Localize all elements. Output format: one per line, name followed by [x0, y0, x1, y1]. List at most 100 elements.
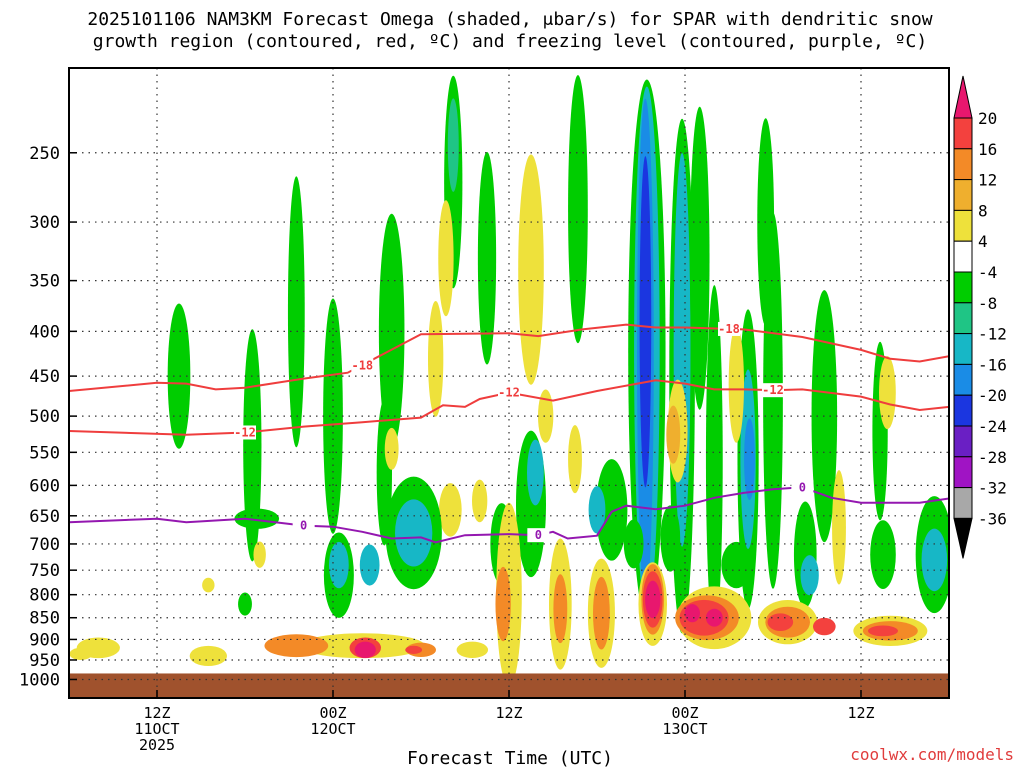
- x-tick-label: 2025: [139, 736, 175, 754]
- contour-line: [69, 323, 949, 392]
- omega-cell: [234, 508, 280, 529]
- omega-cell: [689, 106, 710, 410]
- contour-label-bg: [234, 425, 256, 440]
- omega-cell: [673, 153, 691, 547]
- contour-label-bg: [498, 385, 520, 400]
- colorbar-swatch: [953, 209, 973, 242]
- contour-label-bg: [351, 358, 374, 373]
- omega-cell: [538, 389, 554, 443]
- colorbar-label: -4: [978, 263, 997, 282]
- contour-label-bg: [527, 528, 550, 543]
- contour-line: [69, 379, 949, 436]
- contour-label: -18: [718, 322, 740, 336]
- y-tick-label: 1000: [19, 670, 60, 690]
- omega-cell: [639, 156, 652, 488]
- omega-cell: [69, 647, 93, 661]
- y-tick-label: 450: [29, 367, 60, 387]
- x-axis-label: Forecast Time (UTC): [407, 748, 613, 768]
- omega-cell: [645, 580, 661, 619]
- contour-label: -12: [498, 386, 520, 400]
- colorbar-label: -32: [978, 479, 1007, 498]
- omega-cell: [405, 645, 423, 654]
- contour-label: -18: [351, 358, 373, 372]
- y-tick-label: 700: [29, 535, 60, 555]
- x-tick-label: 00Z: [319, 704, 346, 722]
- y-tick-label: 900: [29, 630, 60, 650]
- x-tick-label: 11OCT: [134, 720, 179, 738]
- colorbar-label: 16: [978, 140, 997, 159]
- contour-label-bg: [292, 518, 315, 533]
- colorbar-label: 12: [978, 171, 997, 190]
- omega-cell: [354, 641, 376, 659]
- credit-link[interactable]: coolwx.com/models: [850, 745, 1014, 764]
- omega-cell: [329, 541, 349, 589]
- omega-cell: [767, 613, 794, 631]
- colorbar-swatch: [953, 487, 973, 519]
- omega-cell: [395, 499, 433, 567]
- omega-cell: [728, 326, 744, 443]
- y-tick-label: 950: [29, 651, 60, 671]
- colorbar-swatch: [953, 179, 973, 211]
- omega-cell: [568, 425, 582, 494]
- omega-cell: [439, 483, 462, 537]
- omega-cell: [495, 566, 511, 642]
- grid-lines: [69, 68, 949, 698]
- omega-cell: [189, 645, 227, 667]
- contour-label: -12: [762, 383, 784, 397]
- contour-label: 0: [799, 480, 806, 494]
- omega-cell: [527, 439, 544, 506]
- colorbar-swatch: [953, 240, 973, 273]
- colorbar: 20 16 12 8 4 -4 -8 -12 -16 -20 -24 -28 -32 -36: [953, 75, 1007, 559]
- colorbar-label: -20: [978, 386, 1007, 405]
- chart-title-line1: 2025101106 NAM3KM Forecast Omega (shaded…: [87, 9, 932, 30]
- omega-cell: [428, 300, 444, 417]
- omega-cell: [813, 617, 836, 636]
- omega-cell: [384, 427, 399, 470]
- omega-cell: [684, 604, 700, 623]
- y-tick-label: 350: [29, 272, 60, 292]
- omega-cell: [705, 285, 723, 634]
- contour-lines: -18 -18 -12 -12 -12 0 0 0: [69, 321, 949, 544]
- omega-cell: [568, 75, 588, 344]
- colorbar-bottom-arrow: [953, 517, 973, 559]
- colorbar-swatch: [953, 148, 973, 181]
- x-tick-label: 12OCT: [310, 720, 355, 738]
- omega-cell: [167, 303, 191, 449]
- y-tick-label: 600: [29, 476, 60, 496]
- x-tick-label: 12Z: [495, 704, 522, 722]
- y-axis: 2503003504004505005506006507007508008509…: [19, 144, 77, 690]
- colorbar-label: -16: [978, 355, 1007, 374]
- omega-cell: [800, 555, 819, 596]
- omega-cell: [447, 98, 459, 192]
- omega-cell: [744, 418, 755, 501]
- colorbar-top-arrow: [953, 75, 973, 119]
- omega-cell: [666, 405, 681, 464]
- y-tick-label: 750: [29, 561, 60, 581]
- omega-cell: [264, 634, 329, 658]
- colorbar-label: -8: [978, 294, 997, 313]
- omega-cell: [472, 479, 488, 523]
- colorbar-label: -24: [978, 417, 1007, 436]
- colorbar-swatch: [953, 456, 973, 489]
- x-tick-label: 00Z: [671, 704, 698, 722]
- omega-cell: [705, 608, 723, 627]
- omega-cell: [287, 176, 305, 448]
- omega-cell: [623, 519, 644, 569]
- contour-line: [69, 486, 949, 544]
- colorbar-label: 8: [978, 201, 988, 220]
- colorbar-swatch: [953, 394, 973, 427]
- omega-cell: [588, 486, 606, 534]
- y-tick-label: 400: [29, 322, 60, 342]
- omega-cell: [238, 592, 252, 616]
- colorbar-swatch: [953, 333, 973, 365]
- colorbar-swatch: [953, 363, 973, 396]
- y-tick-label: 300: [29, 213, 60, 233]
- contour-label: 0: [300, 519, 307, 533]
- contour-label: -12: [234, 425, 256, 439]
- colorbar-label: -36: [978, 509, 1007, 528]
- omega-cell: [595, 459, 628, 561]
- chart-title-line2: growth region (contoured, red, ºC) and f…: [93, 31, 927, 52]
